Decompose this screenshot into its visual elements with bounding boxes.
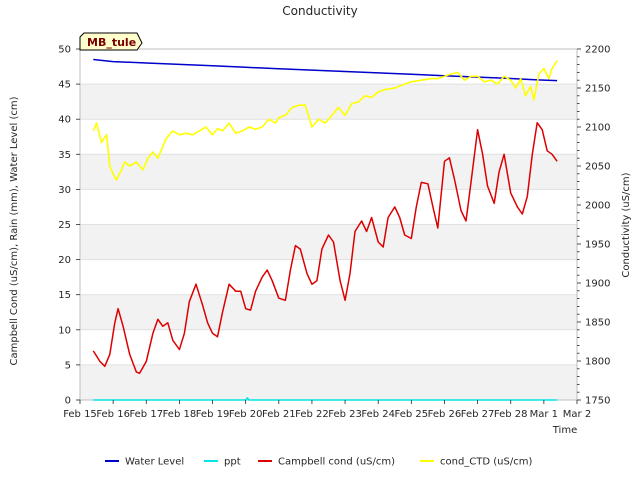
x-tick-label: Feb 19: [196, 409, 230, 420]
chart-title: Conductivity: [282, 4, 357, 18]
y-right-tick-label: 1900: [585, 279, 610, 290]
y-axis-right-title: Conductivity (uS/cm): [621, 172, 632, 277]
series-line-cond-ctd-us-cm: [92, 60, 558, 181]
y-left-tick-label: 35: [58, 150, 71, 161]
x-tick-label: Feb 17: [129, 409, 163, 420]
y-left-tick-label: 15: [58, 290, 71, 301]
y-left-tick-label: 10: [58, 325, 71, 336]
x-tick-label: Feb 22: [295, 409, 329, 420]
y-axis-left-title: Campbell Cond (uS/cm), Rain (mm), Water …: [9, 96, 20, 365]
x-axis: Feb 15 Feb 16 Feb 17 Feb 18 Feb 19 Feb 20 Feb …: [63, 400, 591, 420]
x-tick-label: Feb 20: [229, 409, 263, 420]
x-tick-label: Feb 28: [494, 409, 528, 420]
y-left-tick-label: 5: [65, 360, 71, 371]
y-right-tick-label: 2000: [585, 201, 610, 212]
series-line-campbell-cond-us-cm: [92, 121, 558, 375]
y-left-tick-label: 25: [58, 220, 71, 231]
x-tick-label: Feb 23: [328, 409, 362, 420]
y-right-tick-label: 1850: [585, 318, 610, 329]
y-right-tick-label: 1950: [585, 240, 610, 251]
x-tick-label: Feb 24: [361, 409, 395, 420]
y-left-tick-label: 30: [58, 185, 71, 196]
x-tick-label: Mar 1: [530, 409, 558, 420]
y-axis-left: 0 5 10 15 20 25 30 35 40 45 50: [58, 45, 80, 407]
y-left-tick-label: 50: [58, 45, 71, 56]
x-tick-label: Feb 26: [428, 409, 462, 420]
grid-band: [80, 84, 577, 120]
x-tick-label: Feb 27: [461, 409, 495, 420]
grid-band: [80, 154, 577, 190]
x-tick-label: Feb 18: [163, 409, 197, 420]
x-tick-label: Feb 15: [63, 409, 97, 420]
y-left-tick-label: 0: [65, 396, 71, 407]
grid-bands: [80, 83, 577, 400]
x-axis-title: Time: [552, 425, 577, 436]
x-tick-label: Feb 21: [262, 409, 296, 420]
y-right-tick-label: 2050: [585, 162, 610, 173]
legend-label: Water Level: [125, 457, 184, 468]
grid-band: [80, 224, 577, 260]
y-axis-right: 1750 1800 1850 1900 1950 2000 2050 2100 2150 2200: [577, 45, 610, 407]
x-tick-label: Mar 2: [563, 409, 591, 420]
legend-label: cond_CTD (uS/cm): [440, 457, 532, 468]
legend-label: ppt: [224, 457, 241, 468]
y-right-tick-label: 2100: [585, 123, 610, 134]
y-left-tick-label: 45: [58, 80, 71, 91]
series-line-water-level: [93, 58, 558, 82]
x-tick-label: Feb 25: [395, 409, 429, 420]
grid-band: [80, 294, 577, 330]
site-label-shape: [79, 32, 143, 51]
legend: Water Level ppt Campbell cond (uS/cm) cond_…: [105, 457, 532, 468]
site-label-box: MB_tule: [79, 32, 143, 51]
series-layer: [92, 58, 558, 401]
legend-label: Campbell cond (uS/cm): [278, 457, 395, 468]
y-left-tick-label: 20: [58, 255, 71, 266]
y-right-tick-label: 2200: [585, 45, 610, 56]
y-left-tick-label: 40: [58, 115, 71, 126]
y-right-tick-label: 2150: [585, 84, 610, 95]
series-line-ppt: [93, 397, 558, 401]
site-label: MB_tule: [87, 36, 136, 49]
y-right-tick-label: 1800: [585, 357, 610, 368]
grid-band: [80, 364, 577, 400]
x-tick-label: Feb 16: [96, 409, 130, 420]
y-right-tick-label: 1750: [585, 396, 610, 407]
